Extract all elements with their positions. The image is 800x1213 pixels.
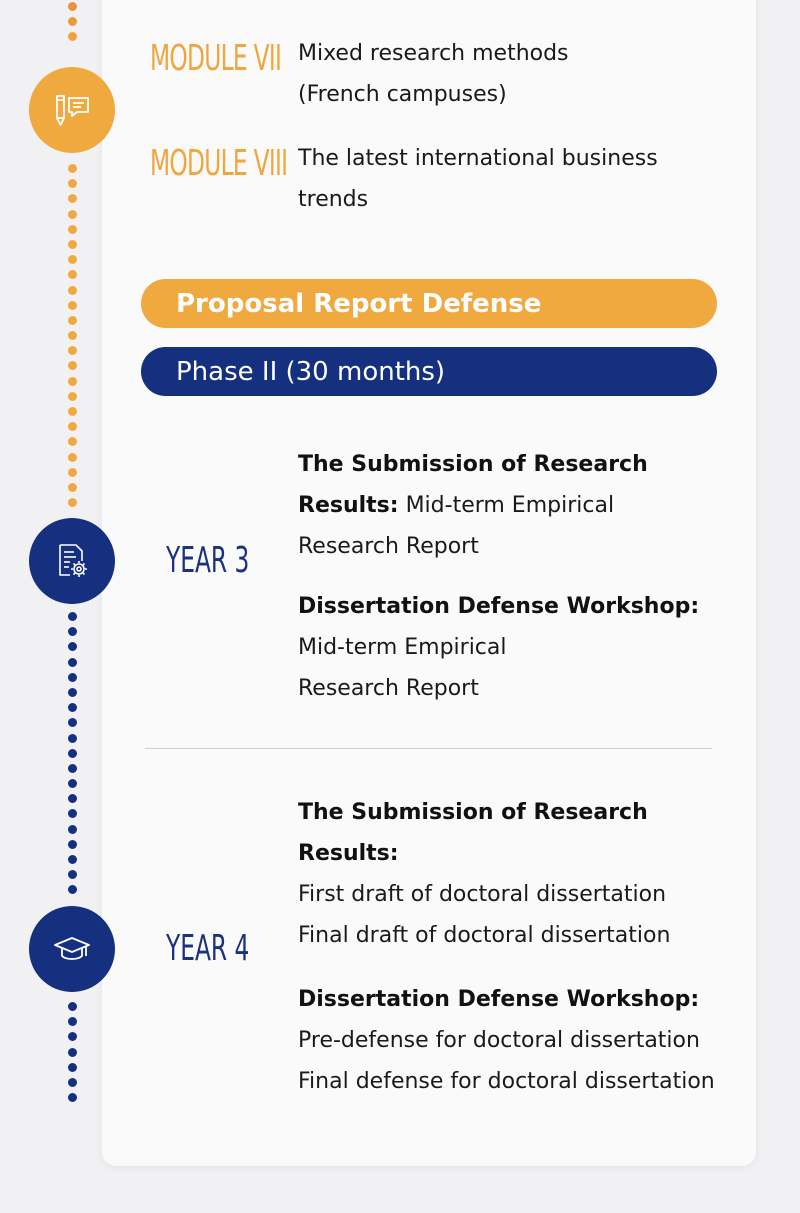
year3-workshop: Dissertation Defense Workshop: Mid-term … <box>298 586 738 709</box>
module-description: Mixed research methods (French campuses) <box>298 33 718 115</box>
timeline-dots-navy-1 <box>67 612 77 901</box>
module-line: (French campuses) <box>298 82 507 107</box>
timeline-dots-orange <box>67 164 77 513</box>
graduation-icon-circle <box>29 906 115 992</box>
year3-submission: The Submission of Research Results: Mid-… <box>298 444 738 567</box>
timeline-dot <box>67 1062 77 1072</box>
submission-line: Final draft of doctoral dissertation <box>298 923 671 948</box>
timeline-dot <box>67 809 77 819</box>
timeline-dot <box>67 733 77 743</box>
timeline-dot <box>67 270 77 280</box>
timeline-dot <box>67 885 77 895</box>
module-line: Mixed research methods <box>298 41 569 66</box>
timeline-dot <box>67 224 77 234</box>
timeline-dot <box>67 824 77 834</box>
timeline-dot <box>67 718 77 728</box>
timeline-dot <box>67 437 77 447</box>
timeline-dot <box>67 452 77 462</box>
timeline-dot <box>67 779 77 789</box>
timeline-dot <box>67 239 77 249</box>
module-line: The latest international business <box>298 146 658 171</box>
year-label: YEAR 3 <box>166 540 250 581</box>
timeline-dot <box>67 657 77 667</box>
submission-heading: The Submission of Research <box>298 452 648 477</box>
submission-text: Mid-term Empirical <box>398 493 615 518</box>
submission-heading: Results: <box>298 493 399 518</box>
year4-workshop: Dissertation Defense Workshop: Pre-defen… <box>298 979 738 1102</box>
timeline-dot <box>67 687 77 697</box>
module-icon-circle <box>29 67 115 153</box>
timeline-dots-top <box>67 2 77 48</box>
submission-heading: Results: <box>298 841 399 866</box>
content-card <box>102 0 756 1166</box>
timeline-dot <box>67 422 77 432</box>
timeline-dot <box>67 612 77 621</box>
workshop-heading: Dissertation Defense Workshop: <box>298 594 700 619</box>
pencil-chat-icon <box>56 95 89 126</box>
timeline-dot <box>67 315 77 325</box>
timeline-dot <box>67 763 77 773</box>
timeline-dot <box>67 794 77 804</box>
timeline-dot <box>67 642 77 652</box>
milestone-banner: Proposal Report Defense <box>141 279 717 328</box>
timeline-dot <box>67 498 77 508</box>
module-description: The latest international business trends <box>298 138 718 220</box>
timeline-dot <box>67 748 77 758</box>
milestone-label: Proposal Report Defense <box>176 288 542 319</box>
timeline-dot <box>67 255 77 265</box>
timeline-dot <box>67 839 77 849</box>
workshop-line: Final defense for doctoral dissertation <box>298 1069 715 1094</box>
submission-text: Research Report <box>298 534 479 559</box>
workshop-line: Research Report <box>298 676 479 701</box>
phase-label: Phase II (30 months) <box>176 356 446 387</box>
research-icon-circle <box>29 518 115 604</box>
timeline-dot <box>67 300 77 310</box>
timeline-dot <box>67 482 77 492</box>
module-line: trends <box>298 187 369 212</box>
year-label: YEAR 4 <box>166 928 250 969</box>
year4-submission: The Submission of Research Results: Firs… <box>298 792 738 956</box>
timeline-dot <box>67 361 77 371</box>
timeline-dot <box>67 285 77 295</box>
timeline-dot <box>67 164 77 173</box>
timeline-dot <box>67 855 77 864</box>
timeline-dot <box>67 467 77 477</box>
timeline-dot <box>67 1032 77 1042</box>
timeline-dot <box>67 209 77 219</box>
workshop-line: Pre-defense for doctoral dissertation <box>298 1028 700 1053</box>
section-divider <box>145 748 712 749</box>
workshop-heading: Dissertation Defense Workshop: <box>298 987 700 1012</box>
timeline-dot <box>67 627 77 637</box>
timeline-dot <box>67 391 77 401</box>
graduation-cap-icon <box>54 937 90 960</box>
timeline-dot <box>67 1077 77 1087</box>
certificate-gear-icon <box>59 544 87 577</box>
submission-line: First draft of doctoral dissertation <box>298 882 667 907</box>
submission-heading: The Submission of Research <box>298 800 648 825</box>
timeline-dot <box>67 703 77 713</box>
workshop-line: Mid-term Empirical <box>298 635 507 660</box>
timeline-dot <box>67 407 77 416</box>
timeline-dot <box>67 179 77 189</box>
module-label: MODULE VIII <box>150 143 288 184</box>
timeline-dots-navy-2 <box>67 1002 77 1108</box>
timeline-dot <box>67 1047 77 1057</box>
timeline-dot <box>67 870 77 880</box>
timeline-dot <box>67 376 77 386</box>
timeline-dot <box>67 672 77 682</box>
timeline-dot <box>67 346 77 356</box>
module-label: MODULE VII <box>150 38 282 79</box>
timeline-dot <box>67 1093 77 1103</box>
timeline-dot <box>67 331 77 341</box>
timeline-dot <box>67 1017 77 1027</box>
phase-banner: Phase II (30 months) <box>141 347 717 396</box>
timeline-dot <box>67 1002 77 1011</box>
timeline-dot <box>67 194 77 204</box>
